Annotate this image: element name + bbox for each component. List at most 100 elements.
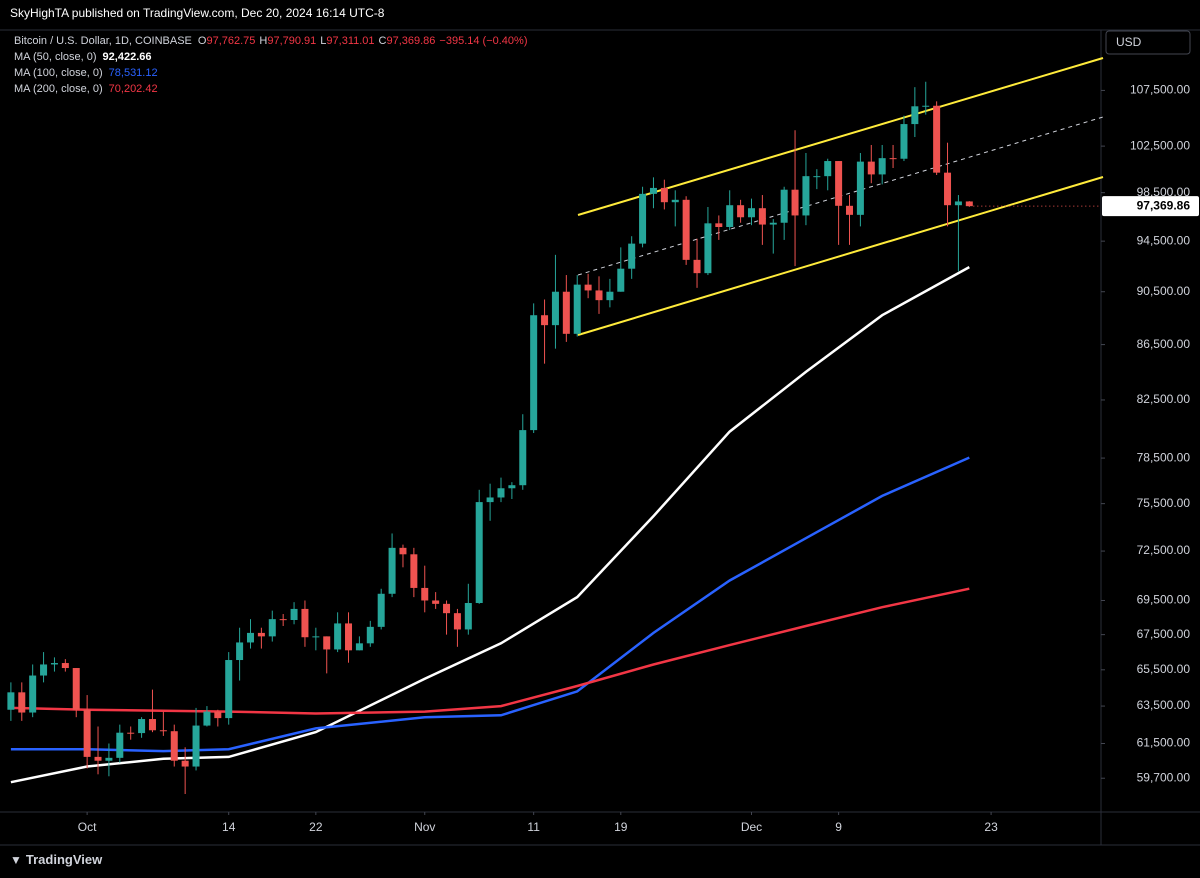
candle-body <box>758 208 766 225</box>
candle-body <box>279 619 287 621</box>
candle-body <box>617 268 625 292</box>
candle-body <box>639 193 647 244</box>
candle-body <box>192 725 200 767</box>
currency[interactable]: USD <box>1116 35 1142 49</box>
candle-body <box>541 315 549 326</box>
candle-body <box>933 105 941 173</box>
candle-body <box>148 719 156 731</box>
candle-body <box>562 291 570 334</box>
ohlc-value: 97,311.01 <box>326 35 374 47</box>
ma-name: MA (200, close, 0) <box>14 83 103 95</box>
candle-body <box>377 593 385 627</box>
candle-body <box>486 497 494 503</box>
candle-body <box>246 632 254 643</box>
candle-body <box>7 692 15 710</box>
candle-body <box>345 623 353 651</box>
candle-body <box>551 291 559 326</box>
y-tick-label: 78,500.00 <box>1137 450 1191 464</box>
candle-body <box>388 547 396 594</box>
candle-body <box>355 643 363 651</box>
ma-line <box>10 456 970 753</box>
ma-legend: MA (200, close, 0) 70,202.42 <box>14 83 158 95</box>
candle-body <box>366 626 374 644</box>
x-tick-label: 11 <box>527 820 540 834</box>
candle-body <box>649 187 657 194</box>
x-tick-label: 23 <box>984 820 998 834</box>
candle-body <box>116 732 124 758</box>
ma-name: MA (50, close, 0) <box>14 51 97 63</box>
candle-body <box>682 199 690 260</box>
candle-body <box>268 619 276 637</box>
y-tick-label: 67,500.00 <box>1137 627 1191 641</box>
candle-body <box>432 600 440 604</box>
candle-body <box>835 161 843 206</box>
candle-body <box>824 161 832 177</box>
candle-body <box>737 205 745 218</box>
y-tick-label: 69,500.00 <box>1137 593 1191 607</box>
candle-body <box>715 223 723 228</box>
candle-body <box>726 205 734 228</box>
candle-body <box>769 222 777 225</box>
ma-value: 78,531.12 <box>109 67 158 79</box>
candle-body <box>530 315 538 431</box>
candle-body <box>94 756 102 761</box>
currency-box[interactable] <box>1105 30 1191 55</box>
publisher: SkyHighTA published on TradingView.com, … <box>10 6 385 20</box>
candle-body <box>628 243 636 269</box>
candle-body <box>704 223 712 274</box>
y-tick-label: 65,500.00 <box>1137 662 1191 676</box>
candle-body <box>693 259 701 274</box>
ma-name: MA (100, close, 0) <box>14 67 103 79</box>
ohlc-key: C <box>379 35 387 47</box>
candle-body <box>83 709 91 757</box>
candle-body <box>846 205 854 215</box>
y-tick-label: 72,500.00 <box>1137 543 1191 557</box>
candle-body <box>72 668 80 710</box>
candle-body <box>464 603 472 630</box>
y-tick-label: 98,500.00 <box>1137 185 1191 199</box>
y-tick-label: 82,500.00 <box>1137 392 1191 406</box>
ohlc-value: 97,762.75 <box>206 35 255 47</box>
candle-body <box>421 587 429 601</box>
candle-body <box>965 201 973 207</box>
x-tick-label: Oct <box>78 820 97 834</box>
candle-body <box>29 675 37 713</box>
ohlc-key: H <box>259 35 267 47</box>
candle-body <box>813 176 821 178</box>
candle-body <box>50 663 58 665</box>
candle-body <box>257 632 265 637</box>
candle-body <box>606 291 614 301</box>
candle-body <box>236 642 244 661</box>
ma-line <box>10 587 970 715</box>
symbol-legend: Bitcoin / U.S. Dollar, 1D, COINBASE O97,7… <box>14 35 528 47</box>
candle-body <box>660 187 668 203</box>
candle-body <box>508 485 516 489</box>
candle-body <box>127 732 135 734</box>
candle-body <box>954 201 962 206</box>
candle-body <box>922 105 930 107</box>
y-tick-label: 86,500.00 <box>1137 337 1191 351</box>
candle-body <box>18 692 26 713</box>
candle-body <box>61 663 69 669</box>
candle-body <box>301 608 309 638</box>
candle-body <box>214 711 222 719</box>
candle-body <box>453 613 461 630</box>
y-tick-label: 61,500.00 <box>1137 736 1191 750</box>
ma-value: 70,202.42 <box>109 83 158 95</box>
ohlc-value: 97,369.86 <box>386 35 435 47</box>
candle-body <box>747 208 755 218</box>
symbol-title: Bitcoin / U.S. Dollar, 1D, COINBASE <box>14 35 192 47</box>
candle-body <box>181 760 189 767</box>
candle-body <box>867 161 875 175</box>
candle-body <box>878 158 886 175</box>
candle-body <box>410 554 418 588</box>
candle-body <box>671 199 679 203</box>
ma-legend: MA (100, close, 0) 78,531.12 <box>14 67 158 79</box>
candle-body <box>40 664 48 676</box>
y-tick-label: 75,500.00 <box>1137 496 1191 510</box>
candle-body <box>399 547 407 555</box>
candle-body <box>802 176 810 216</box>
